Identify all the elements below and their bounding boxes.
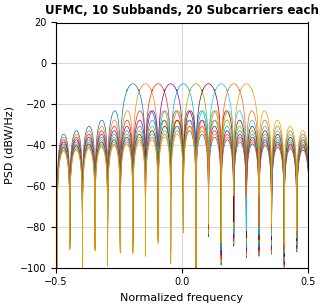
X-axis label: Normalized frequency: Normalized frequency xyxy=(121,293,244,303)
Y-axis label: PSD (dBW/Hz): PSD (dBW/Hz) xyxy=(4,106,14,184)
Title: UFMC, 10 Subbands, 20 Subcarriers each: UFMC, 10 Subbands, 20 Subcarriers each xyxy=(45,4,319,17)
